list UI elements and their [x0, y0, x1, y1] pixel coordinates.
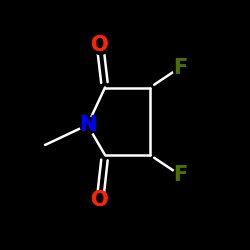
Text: F: F: [173, 58, 187, 78]
Text: N: N: [79, 115, 96, 135]
Text: O: O: [91, 190, 109, 210]
Text: N: N: [79, 115, 96, 135]
Text: O: O: [91, 35, 109, 55]
Text: F: F: [173, 165, 187, 185]
Text: O: O: [91, 190, 109, 210]
Text: F: F: [173, 165, 187, 185]
Text: O: O: [91, 35, 109, 55]
Text: F: F: [173, 58, 187, 78]
